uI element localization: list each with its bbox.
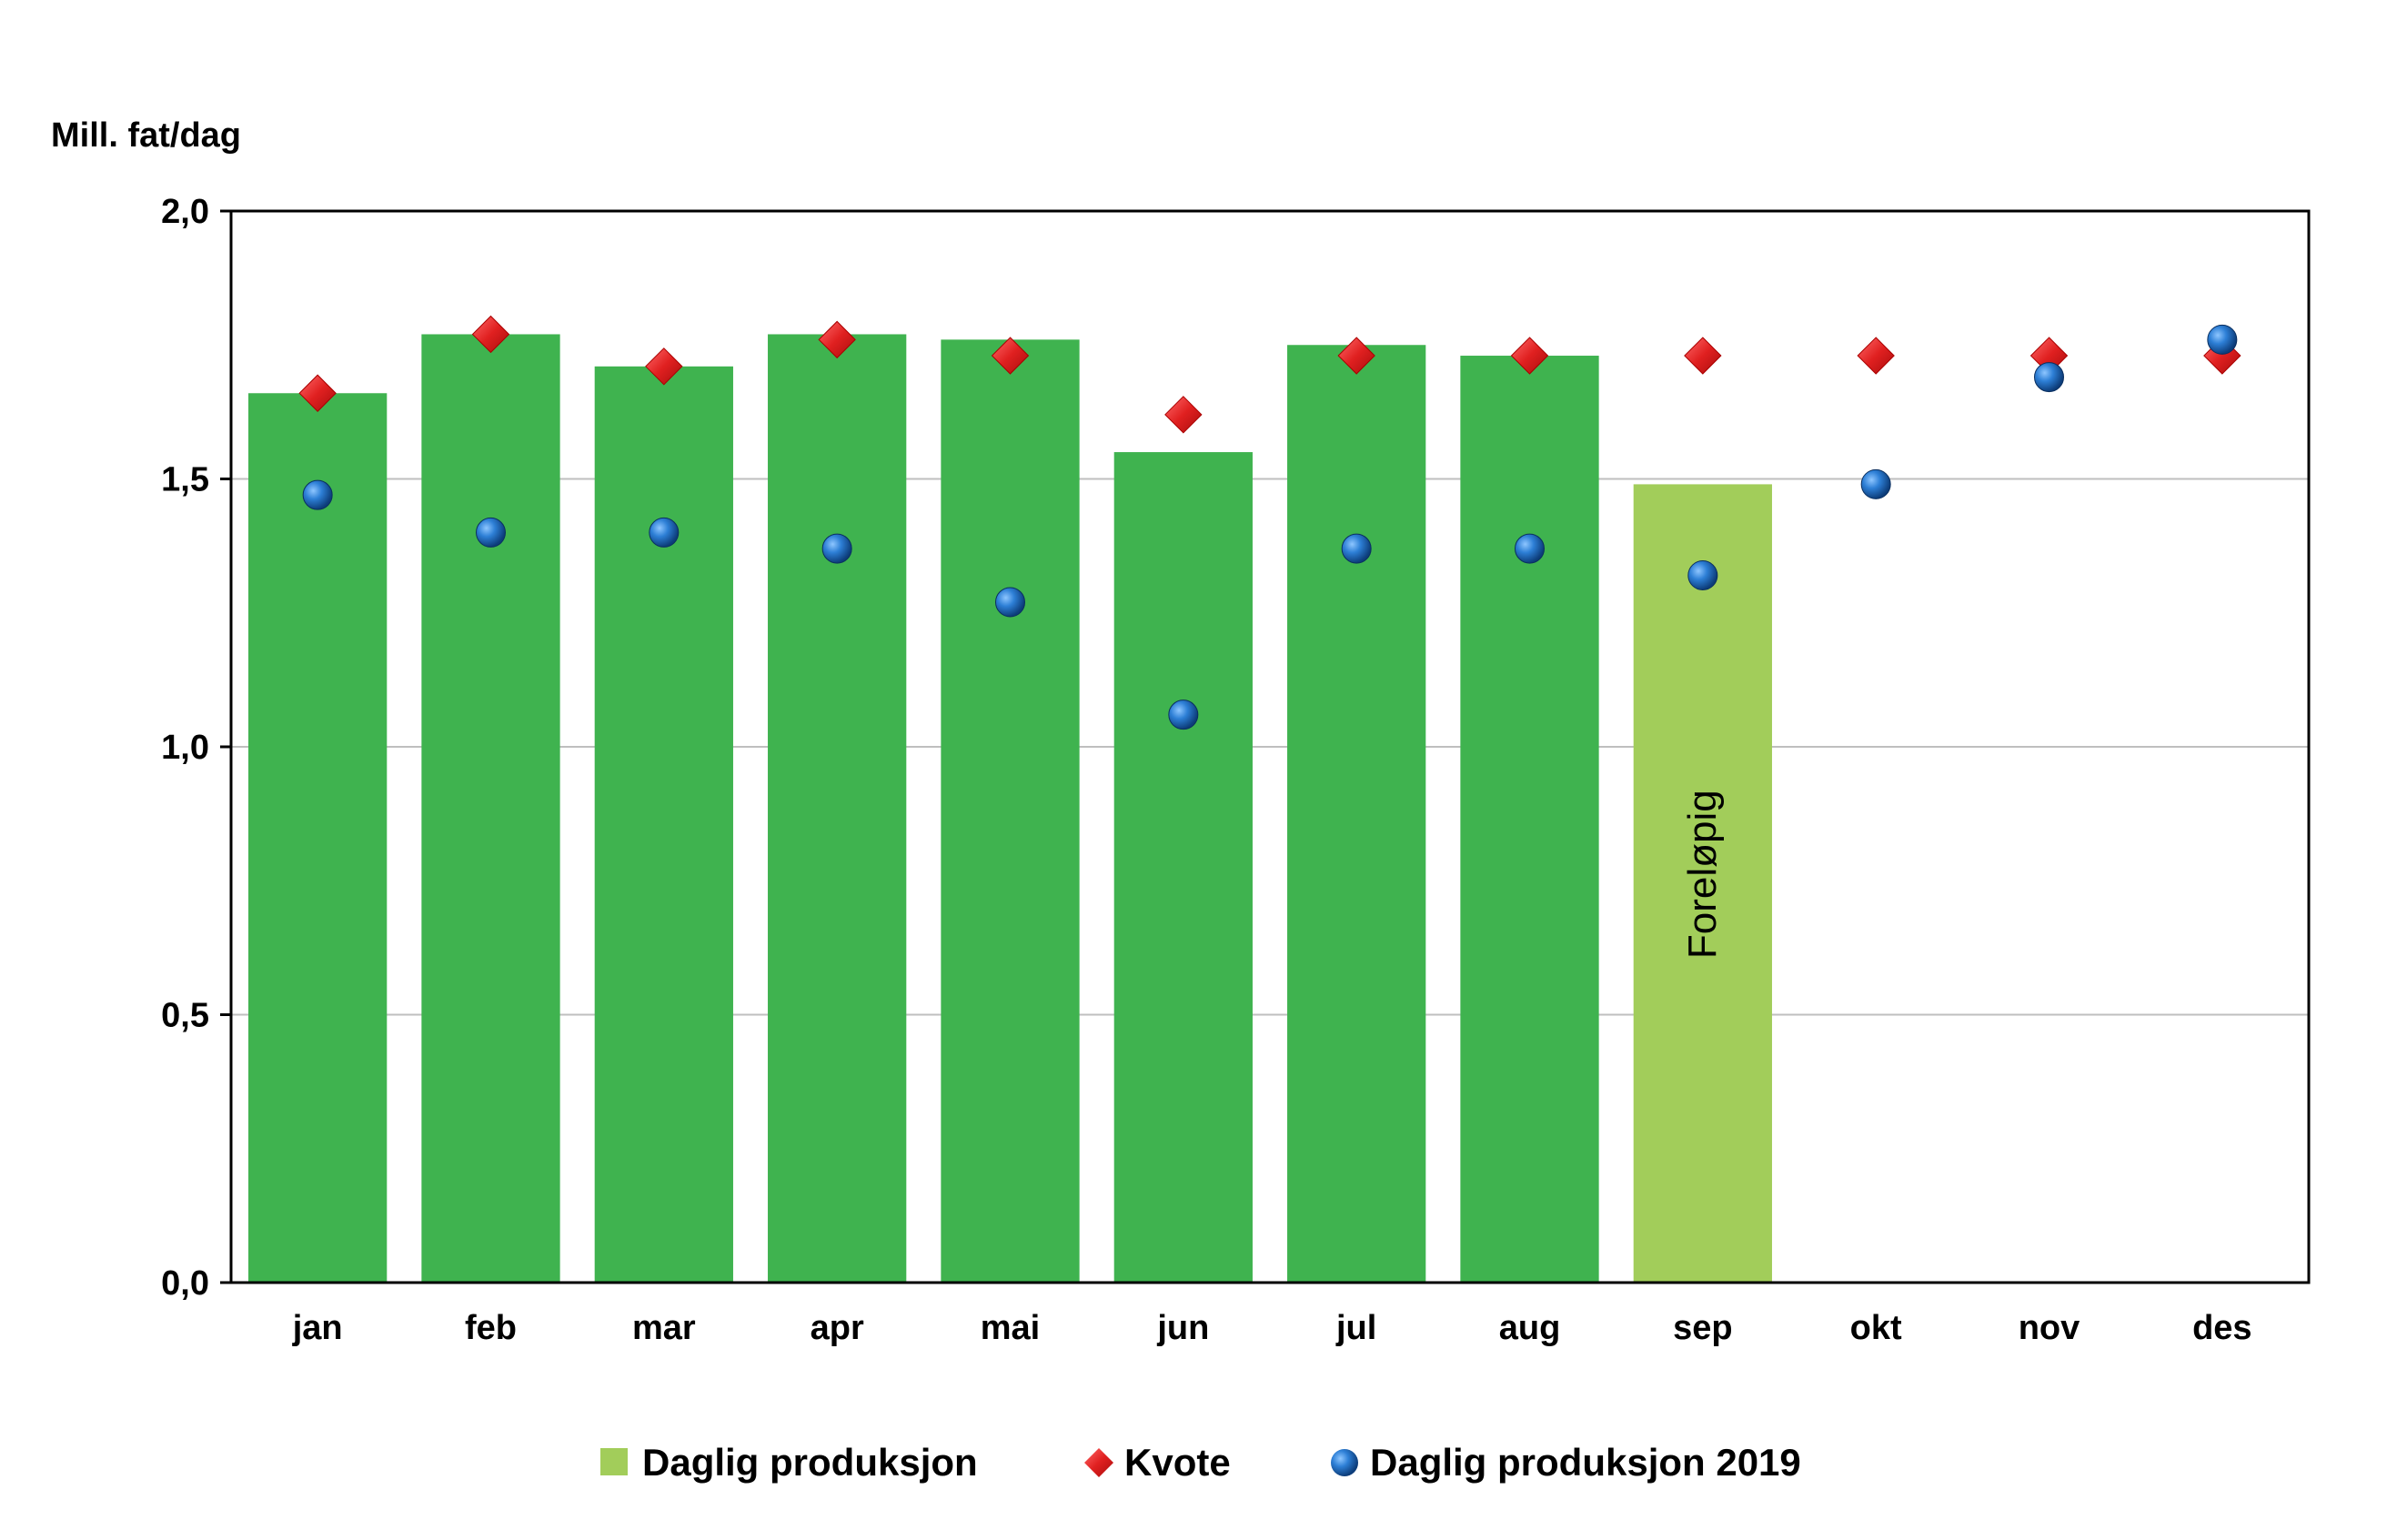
bars-group: Foreløpig [248, 334, 1772, 1283]
quota-marker-apr [818, 320, 856, 359]
legend-swatch-quota [1084, 1448, 1113, 1477]
x-ticks: jan feb mar apr mai jun jul aug sep okt nov des [292, 1309, 2252, 1347]
preliminary-label: Foreløpig [1680, 790, 1725, 959]
x-tick-label-feb: feb [465, 1309, 517, 1347]
quota-marker-aug [1510, 337, 1549, 375]
quota-marker-jun [1164, 396, 1203, 434]
x-tick-label-mai: mai [981, 1309, 1040, 1347]
bar-mar [594, 366, 733, 1283]
x-tick-label-sep: sep [1673, 1309, 1732, 1347]
markers-group [298, 315, 2241, 730]
prod2019-marker-jul [1341, 533, 1372, 564]
bar-jun [1113, 452, 1253, 1283]
quota-marker-mai [991, 337, 1030, 375]
quota-marker-jan [298, 374, 337, 412]
x-tick-label-des: des [2192, 1309, 2251, 1347]
prod2019-marker-nov [2034, 362, 2064, 393]
x-tick-label-nov: nov [2019, 1309, 2080, 1347]
x-tick-label-mar: mar [632, 1309, 696, 1347]
legend-label-production-2019: Daglig produksjon 2019 [1370, 1441, 1801, 1484]
bar-apr [768, 334, 907, 1283]
y-tick-label: 1,5 [161, 461, 209, 499]
quota-marker-okt [1857, 337, 1895, 375]
y-tick-label: 0,0 [161, 1264, 209, 1303]
prod2019-marker-okt [1860, 468, 1891, 499]
bar-feb [421, 334, 560, 1283]
gridlines [231, 478, 2309, 1016]
prod2019-marker-des [2207, 324, 2238, 355]
prod2019-marker-sep [1687, 560, 1718, 591]
x-tick-label-jul: jul [1335, 1309, 1376, 1347]
x-tick-label-okt: okt [1850, 1309, 1902, 1347]
quota-marker-jul [1337, 337, 1375, 375]
bar-jul [1287, 345, 1426, 1283]
y-ticks: 0,0 0,5 1,0 1,5 2,0 [161, 193, 231, 1303]
bar-sep [1633, 484, 1772, 1283]
y-tick-label: 0,5 [161, 997, 209, 1035]
prod2019-marker-jan [302, 479, 333, 510]
prod2019-marker-feb [476, 517, 506, 548]
prod2019-marker-jun [1168, 700, 1199, 730]
legend-label-quota: Kvote [1124, 1441, 1231, 1484]
quota-marker-feb [471, 315, 510, 354]
bar-mai [941, 339, 1080, 1283]
x-tick-label-apr: apr [811, 1309, 864, 1347]
legend: Daglig produksjon Kvote Daglig produksjon … [600, 1441, 1801, 1484]
x-tick-label-jan: jan [292, 1309, 343, 1347]
prod2019-marker-mai [995, 587, 1025, 618]
x-tick-label-aug: aug [1499, 1309, 1561, 1347]
bar-aug [1460, 356, 1599, 1283]
y-tick-label: 2,0 [161, 193, 209, 231]
quota-marker-mar [645, 347, 683, 386]
x-tick-label-jun: jun [1156, 1309, 1209, 1347]
y-axis-label: Mill. fat/dag [51, 116, 241, 155]
prod2019-marker-apr [821, 533, 852, 564]
prod2019-marker-mar [649, 517, 680, 548]
legend-label-production: Daglig produksjon [642, 1441, 978, 1484]
y-tick-label: 1,0 [161, 729, 209, 767]
legend-swatch-production-2019 [1331, 1449, 1358, 1476]
quota-marker-sep [1684, 337, 1722, 375]
prod2019-marker-aug [1515, 533, 1545, 564]
bar-jan [248, 393, 388, 1283]
legend-swatch-production [600, 1448, 628, 1475]
